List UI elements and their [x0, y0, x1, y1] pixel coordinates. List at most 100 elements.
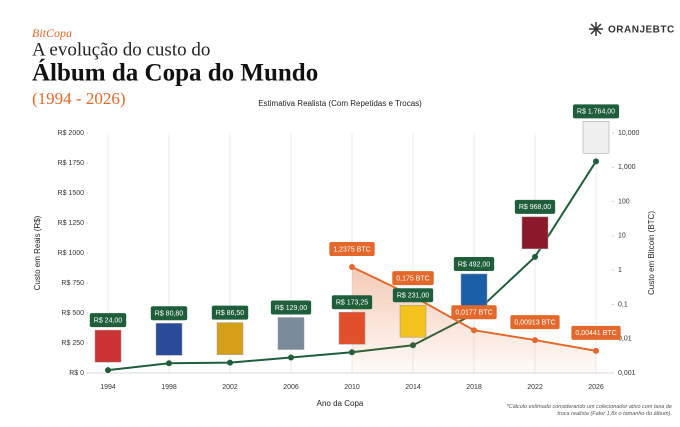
chart-subtitle: Estimativa Realista (Com Repetidas e Tro…	[258, 99, 422, 108]
y-tick-label: R$ 500	[61, 310, 84, 317]
y-tick-label: R$ 1000	[58, 250, 85, 257]
album-cover	[399, 305, 427, 338]
value-label: R$ 173,25	[336, 300, 368, 307]
y2-tick-label: 100	[618, 198, 630, 205]
title-line-1: A evolução do custo do	[32, 39, 210, 60]
y2-tick-label: 0,001	[618, 370, 636, 377]
label-box	[392, 288, 434, 303]
point	[532, 253, 538, 260]
y-tick-label: R$ 0	[69, 370, 84, 377]
logo: ORANJEBTC	[608, 25, 675, 36]
value-label-group: 1,2375 BTC	[329, 241, 375, 256]
y2-tick-label: 10,000	[618, 130, 640, 137]
point	[471, 327, 477, 334]
footnote-box: *Cálculo estimado considerando um coleci…	[506, 404, 672, 418]
value-label: R$ 129,00	[275, 305, 307, 312]
x-axis-label: Ano da Copa	[317, 399, 364, 408]
x-tick-label: 2018	[466, 384, 482, 391]
point	[532, 337, 538, 344]
value-label-group: R$ 1.764,00	[572, 104, 620, 119]
album-cover	[338, 311, 366, 345]
label-box	[331, 295, 373, 310]
value-label: R$ 80,80	[155, 311, 184, 318]
value-label-group: R$ 86,50	[211, 305, 249, 320]
y-tick-label: R$ 750	[61, 280, 84, 287]
value-label-group: R$ 968,00	[514, 199, 556, 214]
point	[593, 347, 599, 354]
y-tick-label: R$ 1500	[58, 190, 85, 197]
value-label: R$ 492,00	[458, 261, 490, 268]
y2-tick-label: 0,1	[618, 301, 628, 308]
value-label-group: R$ 129,00	[270, 300, 312, 315]
logo-icon	[589, 22, 603, 36]
album-cover	[277, 317, 305, 350]
point	[349, 263, 355, 270]
x-tick-label: 2006	[283, 384, 299, 391]
value-label: R$ 86,50	[216, 310, 245, 317]
value-label-group: R$ 24,00	[89, 313, 127, 328]
kicker: BitCopa	[32, 26, 72, 40]
album-cover	[216, 322, 244, 355]
value-label: 0,0177 BTC	[455, 310, 492, 317]
album-cover	[155, 323, 183, 356]
label-box	[453, 256, 495, 271]
label-box	[572, 104, 620, 119]
x-tick-label: 1998	[161, 384, 177, 391]
point	[105, 367, 111, 374]
value-label-group: R$ 492,00	[453, 256, 495, 271]
title-line-2: Álbum da Copa do Mundo	[32, 59, 318, 87]
y2-tick-label: 1,000	[618, 164, 636, 171]
y-tick-label: R$ 1250	[58, 220, 85, 227]
value-label-group: 0,00913 BTC	[510, 315, 560, 330]
area	[352, 266, 596, 373]
y2-tick-label: 10	[618, 233, 626, 240]
value-label: R$ 968,00	[519, 204, 551, 211]
point	[288, 354, 294, 361]
value-label: 0,00913 BTC	[514, 319, 555, 326]
label-box	[571, 325, 621, 340]
label-box	[150, 306, 188, 321]
y2-axis-label: Custo em Bitcoin (BTC)	[647, 211, 656, 295]
point	[593, 158, 599, 165]
album-cover	[94, 329, 122, 363]
album-cover	[582, 121, 610, 154]
value-label: 1,2375 BTC	[333, 246, 370, 253]
value-label-group: 0,00441 BTC	[571, 325, 621, 340]
label-box	[510, 315, 560, 330]
y-tick-label: R$ 250	[61, 340, 84, 347]
point	[227, 359, 233, 366]
y2-tick-label: 0,01	[618, 336, 632, 343]
x-tick-label: 2010	[344, 384, 360, 391]
x-tick-label: 1994	[100, 384, 116, 391]
value-label: R$ 231,00	[397, 293, 429, 300]
album-cover	[460, 273, 488, 307]
y-tick-label: R$ 1750	[58, 160, 85, 167]
label-box	[392, 271, 434, 286]
x-tick-label: 2022	[527, 384, 543, 391]
label-box	[211, 305, 249, 320]
value-label: 0,00441 BTC	[575, 330, 616, 337]
value-label-group: R$ 80,80	[150, 306, 188, 321]
footnote: *Cálculo estimado considerando um coleci…	[506, 404, 672, 418]
value-label-group: 0,175 BTC	[392, 271, 434, 286]
album-cover	[521, 216, 549, 250]
years: (1994 - 2026)	[32, 89, 125, 108]
value-label-group: 0,0177 BTC	[451, 305, 497, 320]
x-tick-label: 2026	[588, 384, 604, 391]
label-box	[451, 305, 497, 320]
value-label: R$ 24,00	[94, 317, 123, 324]
value-label-group: R$ 231,00	[392, 288, 434, 303]
x-tick-label: 2014	[405, 384, 421, 391]
label-box	[329, 241, 375, 256]
point	[166, 360, 172, 367]
label-box	[270, 300, 312, 315]
x-tick-label: 2002	[222, 384, 238, 391]
value-label-group: R$ 173,25	[331, 295, 373, 310]
y2-tick-label: 1	[618, 267, 622, 274]
value-label: 0,175 BTC	[396, 275, 429, 282]
label-box	[89, 313, 127, 328]
y-axis-label: Custo em Reais (R$)	[33, 215, 42, 290]
value-label: R$ 1.764,00	[577, 109, 615, 116]
